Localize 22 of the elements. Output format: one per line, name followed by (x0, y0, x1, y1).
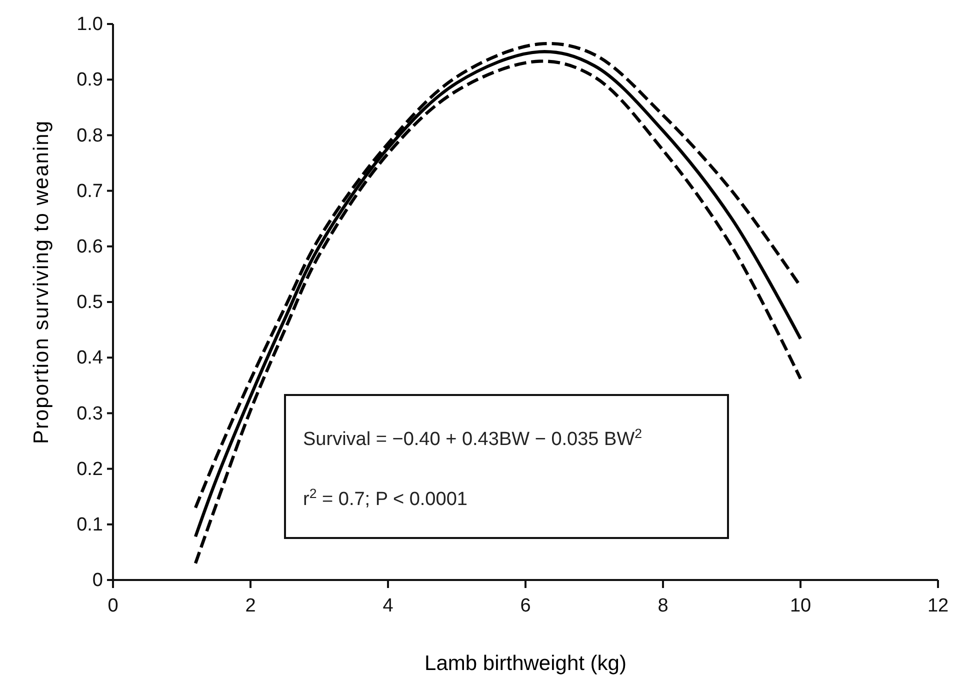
y-tick-label: 0.8 (76, 125, 103, 146)
x-tick-label: 4 (382, 595, 394, 616)
x-tick-label: 12 (927, 595, 949, 616)
y-tick-label: 0.3 (76, 403, 103, 424)
y-tick-label: 0.9 (76, 70, 103, 91)
x-tick-label: 0 (108, 595, 118, 616)
x-tick-label: 8 (658, 595, 668, 616)
y-tick-label: 0.4 (76, 348, 104, 369)
x-tick-label: 10 (790, 595, 812, 616)
y-tick-label: 0 (92, 570, 103, 592)
y-tick-label: 0.2 (76, 458, 103, 480)
y-tick-label: 0.6 (76, 236, 103, 258)
annotation: r$^{2}$ = 0.7; P < 0.0001 (303, 486, 468, 510)
y-tick-label: 0.5 (76, 292, 103, 314)
x-tick-label: 2 (245, 595, 256, 616)
annotation: Survival = −0.40 + 0.43BW − 0.035 BW$^{2}$ (303, 426, 642, 450)
y-tick-label: 1.0 (76, 14, 103, 36)
y-tick-label: 0.7 (76, 180, 103, 202)
x-axis-title: Lamb birthweight (kg) (424, 652, 626, 675)
y-tick-label: 0.1 (76, 514, 103, 536)
y-axis-title: Proportion surviving to weaning (30, 120, 53, 444)
x-tick-label: 6 (520, 595, 531, 616)
